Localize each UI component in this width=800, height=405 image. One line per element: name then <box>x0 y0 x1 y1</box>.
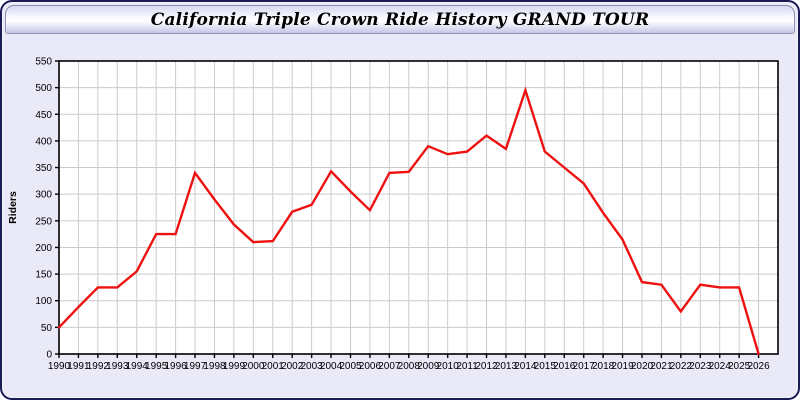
x-tick-label: 1993 <box>106 361 129 372</box>
x-tick-label: 2016 <box>553 361 576 372</box>
x-tick-label: 2024 <box>709 361 732 372</box>
y-tick-label: 100 <box>35 296 52 307</box>
y-tick-label: 0 <box>46 350 52 361</box>
riders-line-chart: 0501001502002503003504004505005501990199… <box>7 57 779 372</box>
y-tick-label: 400 <box>35 136 52 147</box>
chart-area: 0 50 100 150 200 250 300 350 400 450 500 550 1990 199… <box>2 36 800 400</box>
x-tick-label: 2011 <box>456 361 478 372</box>
x-tick-label: 2012 <box>475 361 498 372</box>
x-tick-label: 2009 <box>417 361 440 372</box>
x-tick-label: 1998 <box>203 361 226 372</box>
x-tick-label: 2023 <box>689 361 712 372</box>
riders-series-line <box>57 86 760 356</box>
x-tick-label: 1992 <box>87 361 110 372</box>
x-tick-label: 2019 <box>611 361 634 372</box>
x-tick-label: 2001 <box>262 361 285 372</box>
x-tick-label: 1996 <box>164 361 187 372</box>
x-tick-label: 2022 <box>670 361 693 372</box>
y-tick-label: 500 <box>35 83 52 94</box>
x-tick-label: 1994 <box>126 361 149 372</box>
x-tick-label: 2005 <box>339 361 362 372</box>
y-tick-label: 150 <box>35 270 52 281</box>
x-tick-label: 2014 <box>514 361 537 372</box>
x-tick-label: 2026 <box>747 361 770 372</box>
x-tick-label: 2008 <box>398 361 421 372</box>
chart-title: California Triple Crown Ride History GRA… <box>150 9 650 30</box>
y-axis-title: Riders <box>7 191 19 224</box>
x-tick-label: 2006 <box>359 361 382 372</box>
x-tick-label: 2004 <box>320 361 343 372</box>
x-tick-label: 1990 <box>48 361 71 372</box>
y-tick-label: 550 <box>35 57 52 68</box>
x-tick-label: 1999 <box>223 361 246 372</box>
x-tick-label: 2017 <box>573 361 596 372</box>
chart-title-bar: California Triple Crown Ride History GRA… <box>5 5 795 34</box>
x-tick-label: 2002 <box>281 361 304 372</box>
x-tick-label: 1997 <box>184 361 207 372</box>
x-tick-label: 2018 <box>592 361 615 372</box>
x-tick-label: 2003 <box>300 361 323 372</box>
y-tick-label: 200 <box>35 243 52 254</box>
x-tick-label: 2000 <box>242 361 265 372</box>
axis-frame <box>58 60 779 355</box>
x-tick-label: 2025 <box>728 361 751 372</box>
y-tick-label: 350 <box>35 163 52 174</box>
x-tick-label: 2013 <box>495 361 518 372</box>
x-tick-label: 1991 <box>67 361 90 372</box>
x-tick-label: 2007 <box>378 361 401 372</box>
x-tick-label: 2015 <box>534 361 557 372</box>
plot-background <box>59 61 778 354</box>
y-tick-label: 250 <box>35 216 52 227</box>
x-tick-label: 2021 <box>650 361 673 372</box>
y-tick-label: 300 <box>35 190 52 201</box>
x-tick-label: 2020 <box>631 361 654 372</box>
x-tick-label: 1995 <box>145 361 168 372</box>
y-tick-label: 50 <box>41 323 53 334</box>
y-tick-label: 450 <box>35 110 52 121</box>
x-tick-label: 2010 <box>437 361 460 372</box>
